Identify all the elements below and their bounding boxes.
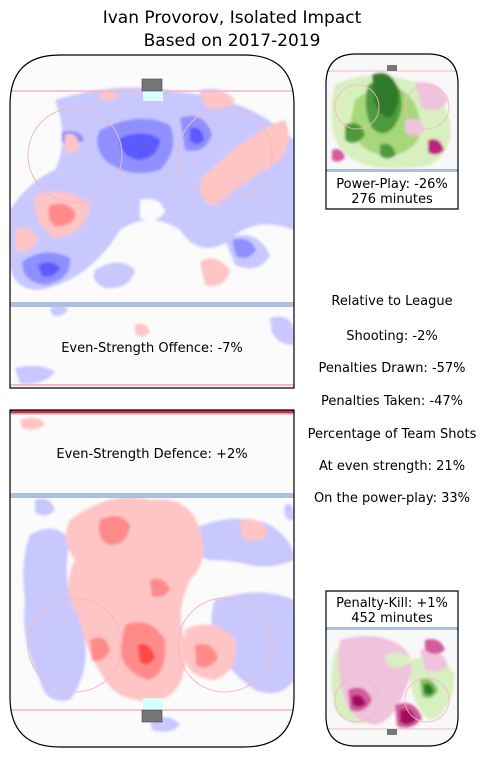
defence-faceoff-circle-right [177, 597, 273, 693]
pk-deep-magenta-region [400, 709, 416, 725]
offence-blue-region [270, 316, 294, 345]
pp-darkest-green-region [372, 73, 399, 118]
pp-heatmap [331, 73, 451, 169]
pk-pink-region [420, 649, 448, 672]
pk-label-line2: 452 minutes [351, 611, 433, 626]
penalty-kill-panel: Penalty-Kill: +1% 452 minutes [325, 590, 459, 747]
defence-blue-region [35, 498, 55, 516]
defence-faceoff-circle-left [27, 597, 123, 693]
offence-blue-peak [38, 262, 60, 277]
pk-net [387, 729, 397, 735]
pk-magenta-region [425, 639, 445, 654]
offence-blue-peak [190, 127, 204, 144]
offence-blue-region [15, 365, 55, 385]
defence-white-patch [55, 448, 80, 460]
pk-heatmap [331, 636, 455, 728]
defence-red-core [150, 578, 170, 598]
stats-heading: Relative to League [331, 294, 452, 309]
pp-magenta-region [428, 139, 444, 155]
pp-label-line1: Power-Play: -26% [336, 177, 447, 192]
offence-red-region [200, 91, 235, 108]
defence-heatmap [10, 410, 294, 732]
defence-red-core [90, 637, 110, 662]
offence-faceoff-circle-right [177, 107, 273, 203]
offence-red-region [15, 227, 38, 252]
offence-crease [143, 91, 163, 101]
offence-red-region [200, 258, 230, 286]
offence-red-region [65, 133, 80, 154]
pk-blue-line [326, 627, 458, 630]
defence-red-region [20, 417, 45, 430]
defence-red-core [98, 516, 130, 545]
pk-faceoff-circle-left [334, 677, 380, 723]
offence-white-patch [140, 198, 165, 221]
pp-blue-line [326, 169, 458, 172]
pp-dark-green-region [380, 143, 396, 159]
pk-light-green-region [385, 652, 412, 668]
pp-pink-region [405, 118, 425, 136]
stats-column: Relative to League Shooting: -2% Penalti… [308, 294, 477, 506]
offence-blue-region [93, 262, 135, 289]
power-play-panel: Power-Play: -26% 276 minutes [325, 53, 459, 210]
defence-blue-line [10, 493, 294, 498]
defence-blue-region [211, 592, 294, 694]
pp-faceoff-circle-right [404, 84, 450, 130]
pp-faceoff-circle-left [334, 84, 380, 130]
defence-red-core [195, 643, 218, 668]
offence-net [141, 78, 163, 92]
pk-deep-magenta-region [352, 695, 366, 707]
defence-label: Even-Strength Defence: +2% [56, 447, 247, 462]
offence-panel: Even-Strength Offence: -7% [9, 54, 295, 389]
defence-rink-boards [9, 409, 295, 748]
pk-faceoff-circle-right [404, 677, 450, 723]
stats-team-shots-heading: Percentage of Team Shots [308, 427, 477, 442]
offence-label: Even-Strength Offence: -7% [61, 341, 243, 356]
offence-blue-core [232, 238, 256, 258]
defence-blue-region [284, 504, 294, 521]
chart-title-line2: Based on 2017-2019 [144, 31, 321, 51]
offence-blue-peak [119, 133, 160, 160]
stats-penalties-taken: Penalties Taken: -47% [321, 394, 463, 409]
pk-label-line1: Penalty-Kill: +1% [336, 596, 448, 611]
pp-rink-boards [325, 53, 459, 210]
stats-power-play: On the power-play: 33% [314, 491, 470, 506]
stats-shooting: Shooting: -2% [346, 329, 437, 344]
offence-rink-boards [9, 54, 295, 389]
defence-crease [143, 698, 163, 710]
defence-blue-region [23, 528, 86, 701]
offence-blue-region [50, 304, 68, 316]
offence-red-region [200, 120, 289, 205]
defence-top-red-edge [10, 410, 294, 414]
offence-red-region [135, 323, 150, 337]
pk-label-box [326, 591, 458, 627]
pk-dark-green-region [424, 683, 434, 695]
pp-magenta-region [332, 149, 345, 162]
pk-rink-boards [325, 590, 459, 747]
offence-red-region [100, 90, 118, 101]
pp-label-box [326, 172, 458, 209]
defence-blue-region [190, 518, 294, 567]
defence-red-peak [138, 643, 155, 665]
pp-label-line2: 276 minutes [351, 192, 433, 207]
chart-title-line1: Ivan Provorov, Isolated Impact [103, 8, 362, 28]
defence-red-region [240, 519, 268, 541]
offence-faceoff-circle-left [27, 107, 123, 203]
pp-net [387, 65, 397, 71]
stats-even-strength: At even strength: 21% [319, 459, 465, 474]
defence-net [141, 709, 163, 723]
offence-blue-line [10, 302, 294, 307]
stats-penalties-drawn: Penalties Drawn: -57% [318, 361, 465, 376]
offence-red-core [48, 203, 76, 227]
defence-panel: Even-Strength Defence: +2% [9, 409, 295, 748]
